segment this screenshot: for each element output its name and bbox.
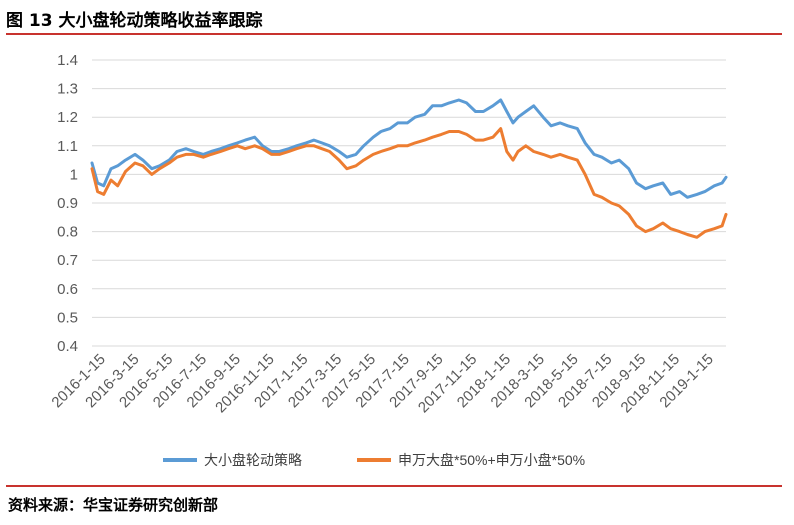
y-tick-label: 1.1 (57, 138, 78, 155)
y-axis-labels: 1.4 1.3 1.2 1.1 1 0.9 0.8 0.7 0.6 0.5 0.4 (57, 52, 78, 355)
y-tick-label: 1 (70, 166, 78, 183)
y-tick-label: 0.8 (57, 224, 78, 241)
y-tick-label: 1.4 (57, 52, 78, 69)
y-tick-label: 0.5 (57, 309, 78, 326)
y-tick-label: 0.9 (57, 195, 78, 212)
series-line-benchmark (90, 127, 728, 239)
x-axis-labels: 2016-1-152016-3-152016-5-152016-7-152016… (48, 351, 716, 416)
series-lines (90, 98, 728, 239)
line-chart: 1.4 1.3 1.2 1.1 1 0.9 0.8 0.7 0.6 0.5 0.4 2016-1-1… (48, 52, 728, 468)
figure-title: 图 13 大小盘轮动策略收益率跟踪 (6, 11, 263, 31)
y-tick-label: 0.4 (57, 338, 78, 355)
y-tick-label: 1.2 (57, 109, 78, 126)
source-note: 资料来源：华宝证券研究创新部 (8, 496, 219, 514)
footer-divider (6, 485, 782, 487)
y-tick-label: 0.7 (57, 252, 78, 269)
gridlines (92, 59, 726, 347)
legend: 大小盘轮动策略 申万大盘*50%+申万小盘*50% (163, 452, 585, 468)
legend-label: 申万大盘*50%+申万小盘*50% (398, 452, 585, 468)
y-tick-label: 0.6 (57, 281, 78, 298)
series-line-strategy (90, 98, 728, 199)
legend-label: 大小盘轮动策略 (204, 452, 302, 468)
figure-header: 图 13 大小盘轮动策略收益率跟踪 (6, 4, 782, 35)
y-tick-label: 1.3 (57, 81, 78, 98)
chart-area: 1.4 1.3 1.2 1.1 1 0.9 0.8 0.7 0.6 0.5 0.4 2016-1-1… (0, 40, 794, 480)
header-divider (6, 33, 782, 35)
